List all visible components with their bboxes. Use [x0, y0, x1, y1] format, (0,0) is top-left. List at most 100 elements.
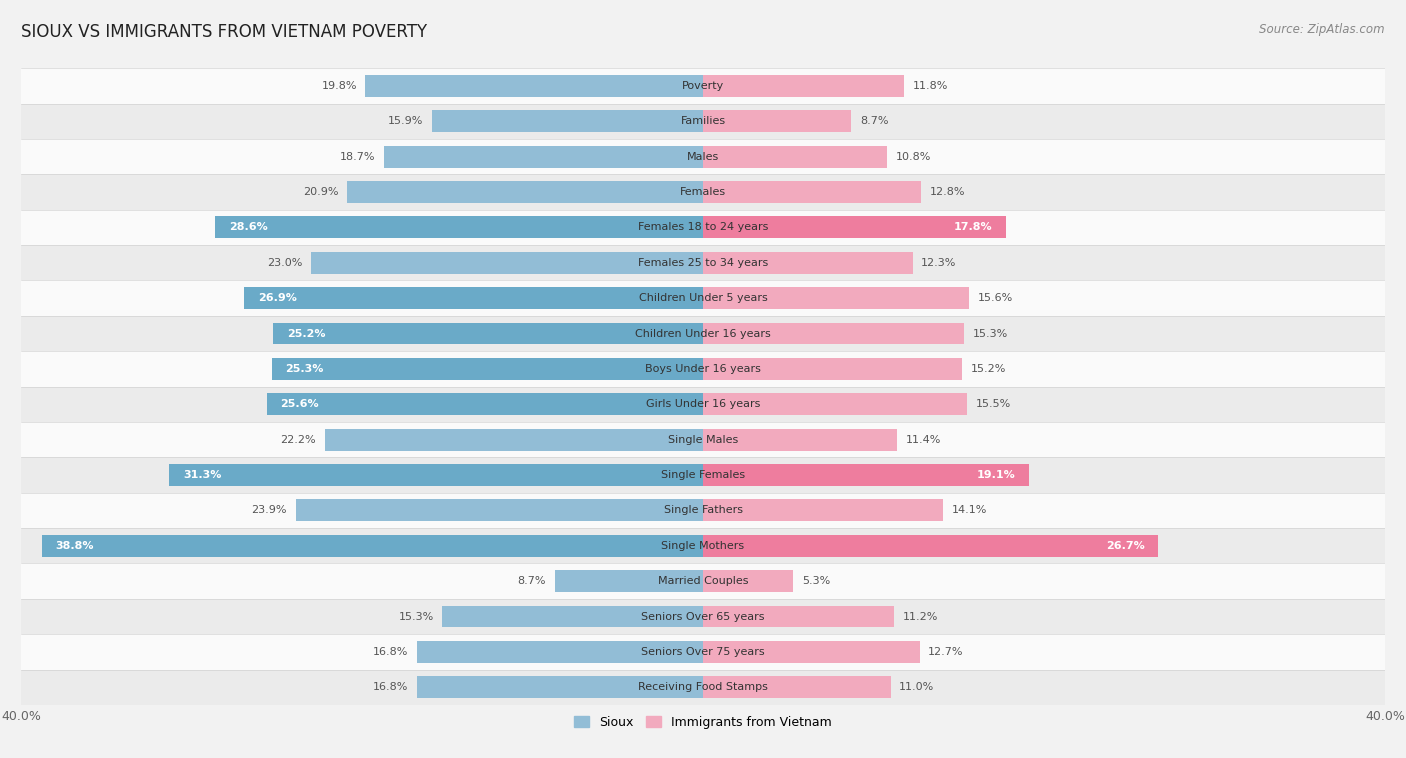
Bar	[21, 68, 1385, 104]
Text: 15.2%: 15.2%	[970, 364, 1007, 374]
Bar	[366, 75, 703, 97]
Text: 8.7%: 8.7%	[517, 576, 546, 586]
Text: 15.3%: 15.3%	[973, 328, 1008, 339]
Bar	[703, 535, 1159, 556]
Text: 19.8%: 19.8%	[322, 81, 357, 91]
Bar	[21, 669, 1385, 705]
Legend: Sioux, Immigrants from Vietnam: Sioux, Immigrants from Vietnam	[569, 711, 837, 734]
Text: 11.2%: 11.2%	[903, 612, 938, 622]
Bar	[21, 634, 1385, 669]
Text: 15.6%: 15.6%	[977, 293, 1012, 303]
Bar	[325, 429, 703, 450]
Text: 5.3%: 5.3%	[801, 576, 830, 586]
Text: 23.9%: 23.9%	[252, 506, 287, 515]
Bar	[21, 493, 1385, 528]
Bar	[703, 252, 912, 274]
Bar	[347, 181, 703, 203]
Text: Families: Families	[681, 116, 725, 127]
Bar	[21, 174, 1385, 210]
Text: 38.8%: 38.8%	[55, 540, 94, 551]
Text: Receiving Food Stamps: Receiving Food Stamps	[638, 682, 768, 692]
Bar	[703, 500, 943, 522]
Text: 12.7%: 12.7%	[928, 647, 963, 657]
Text: 15.3%: 15.3%	[398, 612, 433, 622]
Bar	[21, 316, 1385, 351]
Text: Single Mothers: Single Mothers	[661, 540, 745, 551]
Bar	[703, 181, 921, 203]
Bar	[432, 111, 703, 132]
Text: Girls Under 16 years: Girls Under 16 years	[645, 399, 761, 409]
Bar	[21, 104, 1385, 139]
Bar	[21, 210, 1385, 245]
Text: Males: Males	[688, 152, 718, 161]
Bar	[21, 563, 1385, 599]
Text: Females 18 to 24 years: Females 18 to 24 years	[638, 222, 768, 233]
Bar	[295, 500, 703, 522]
Bar	[703, 217, 1007, 238]
Text: 31.3%: 31.3%	[183, 470, 221, 480]
Text: 15.9%: 15.9%	[388, 116, 423, 127]
Text: 19.1%: 19.1%	[976, 470, 1015, 480]
Text: 12.3%: 12.3%	[921, 258, 956, 268]
Text: 16.8%: 16.8%	[373, 682, 408, 692]
Bar	[703, 641, 920, 662]
Text: 11.0%: 11.0%	[898, 682, 935, 692]
Bar	[441, 606, 703, 628]
Bar	[703, 75, 904, 97]
Text: 23.0%: 23.0%	[267, 258, 302, 268]
Bar	[703, 393, 967, 415]
Bar	[21, 387, 1385, 422]
Text: Poverty: Poverty	[682, 81, 724, 91]
Text: 14.1%: 14.1%	[952, 506, 987, 515]
Text: 12.8%: 12.8%	[929, 187, 966, 197]
Bar	[21, 351, 1385, 387]
Bar	[169, 464, 703, 486]
Bar	[21, 599, 1385, 634]
Text: Boys Under 16 years: Boys Under 16 years	[645, 364, 761, 374]
Text: 26.7%: 26.7%	[1105, 540, 1144, 551]
Text: 16.8%: 16.8%	[373, 647, 408, 657]
Text: 25.3%: 25.3%	[285, 364, 323, 374]
Bar	[703, 358, 962, 380]
Bar	[215, 217, 703, 238]
Bar	[245, 287, 703, 309]
Bar	[21, 139, 1385, 174]
Bar	[703, 111, 851, 132]
Text: Females: Females	[681, 187, 725, 197]
Text: Single Females: Single Females	[661, 470, 745, 480]
Bar	[555, 570, 703, 592]
Bar	[42, 535, 703, 556]
Bar	[21, 528, 1385, 563]
Text: Seniors Over 75 years: Seniors Over 75 years	[641, 647, 765, 657]
Bar	[21, 457, 1385, 493]
Text: 15.5%: 15.5%	[976, 399, 1011, 409]
Bar	[703, 570, 793, 592]
Text: 11.8%: 11.8%	[912, 81, 948, 91]
Bar	[703, 323, 965, 344]
Bar	[384, 146, 703, 168]
Bar	[703, 429, 897, 450]
Bar	[703, 464, 1029, 486]
Text: 22.2%: 22.2%	[280, 434, 316, 445]
Bar	[703, 146, 887, 168]
Text: 8.7%: 8.7%	[860, 116, 889, 127]
Text: SIOUX VS IMMIGRANTS FROM VIETNAM POVERTY: SIOUX VS IMMIGRANTS FROM VIETNAM POVERTY	[21, 23, 427, 41]
Text: Source: ZipAtlas.com: Source: ZipAtlas.com	[1260, 23, 1385, 36]
Bar	[311, 252, 703, 274]
Bar	[271, 358, 703, 380]
Text: Seniors Over 65 years: Seniors Over 65 years	[641, 612, 765, 622]
Text: 28.6%: 28.6%	[229, 222, 267, 233]
Bar	[703, 676, 890, 698]
Bar	[416, 676, 703, 698]
Bar	[703, 606, 894, 628]
Text: Children Under 16 years: Children Under 16 years	[636, 328, 770, 339]
Text: 26.9%: 26.9%	[259, 293, 297, 303]
Text: 11.4%: 11.4%	[905, 434, 941, 445]
Text: 18.7%: 18.7%	[340, 152, 375, 161]
Text: Single Males: Single Males	[668, 434, 738, 445]
Bar	[273, 323, 703, 344]
Bar	[21, 245, 1385, 280]
Bar	[416, 641, 703, 662]
Text: Single Fathers: Single Fathers	[664, 506, 742, 515]
Text: 25.2%: 25.2%	[287, 328, 326, 339]
